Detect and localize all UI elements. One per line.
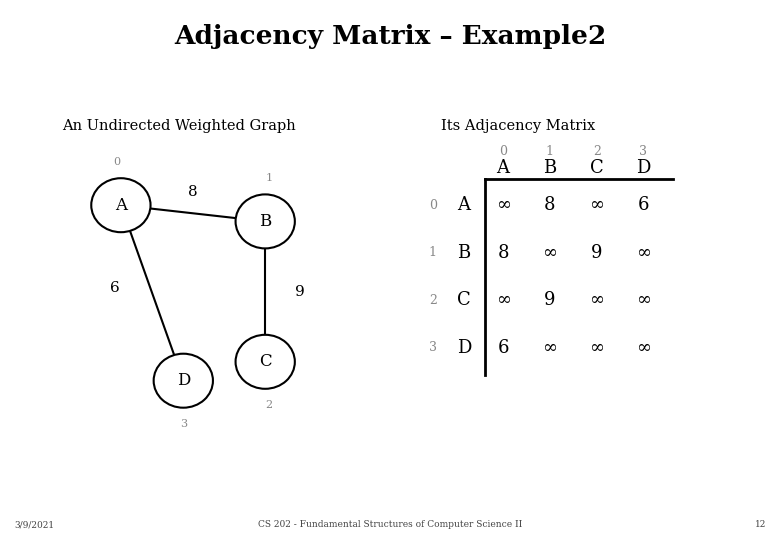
Text: 6: 6 bbox=[498, 339, 509, 357]
Ellipse shape bbox=[236, 194, 295, 248]
Ellipse shape bbox=[154, 354, 213, 408]
Text: B: B bbox=[458, 244, 470, 262]
Text: 3: 3 bbox=[429, 341, 437, 354]
Text: ∞: ∞ bbox=[542, 244, 558, 262]
Text: ∞: ∞ bbox=[542, 339, 558, 357]
Text: 1: 1 bbox=[429, 246, 437, 259]
Text: 1: 1 bbox=[546, 145, 554, 158]
Text: 9: 9 bbox=[296, 285, 305, 299]
Text: B: B bbox=[259, 213, 271, 230]
Text: D: D bbox=[636, 159, 651, 178]
Text: 6: 6 bbox=[638, 196, 649, 214]
Text: 6: 6 bbox=[110, 281, 119, 294]
Text: ∞: ∞ bbox=[636, 291, 651, 309]
Text: B: B bbox=[544, 159, 556, 178]
Text: ∞: ∞ bbox=[495, 291, 511, 309]
Text: ∞: ∞ bbox=[636, 244, 651, 262]
Text: ∞: ∞ bbox=[589, 339, 604, 357]
Text: 0: 0 bbox=[113, 157, 121, 167]
Text: ∞: ∞ bbox=[589, 196, 604, 214]
Text: 8: 8 bbox=[544, 196, 555, 214]
Text: ∞: ∞ bbox=[495, 196, 511, 214]
Text: C: C bbox=[259, 353, 271, 370]
Text: 2: 2 bbox=[593, 145, 601, 158]
Text: 8: 8 bbox=[188, 185, 198, 199]
Text: 3/9/2021: 3/9/2021 bbox=[14, 520, 54, 529]
Text: 0: 0 bbox=[499, 145, 507, 158]
Text: C: C bbox=[457, 291, 471, 309]
Text: An Undirected Weighted Graph: An Undirected Weighted Graph bbox=[62, 119, 296, 133]
Text: D: D bbox=[176, 372, 190, 389]
Text: 8: 8 bbox=[498, 244, 509, 262]
Ellipse shape bbox=[236, 335, 295, 389]
Text: 9: 9 bbox=[544, 291, 555, 309]
Text: CS 202 - Fundamental Structures of Computer Science II: CS 202 - Fundamental Structures of Compu… bbox=[258, 520, 522, 529]
Text: Its Adjacency Matrix: Its Adjacency Matrix bbox=[441, 119, 595, 133]
Text: A: A bbox=[115, 197, 127, 214]
Text: 3: 3 bbox=[640, 145, 647, 158]
Text: C: C bbox=[590, 159, 604, 178]
Text: 2: 2 bbox=[429, 294, 437, 307]
Text: 12: 12 bbox=[754, 520, 766, 529]
Text: D: D bbox=[457, 339, 471, 357]
Ellipse shape bbox=[91, 178, 151, 232]
Text: A: A bbox=[458, 196, 470, 214]
Text: Adjacency Matrix – Example2: Adjacency Matrix – Example2 bbox=[174, 24, 606, 49]
Text: 0: 0 bbox=[429, 199, 437, 212]
Text: ∞: ∞ bbox=[636, 339, 651, 357]
Text: 2: 2 bbox=[265, 400, 273, 410]
Text: 3: 3 bbox=[179, 419, 187, 429]
Text: A: A bbox=[497, 159, 509, 178]
Text: 1: 1 bbox=[265, 173, 273, 183]
Text: ∞: ∞ bbox=[589, 291, 604, 309]
Text: 9: 9 bbox=[591, 244, 602, 262]
